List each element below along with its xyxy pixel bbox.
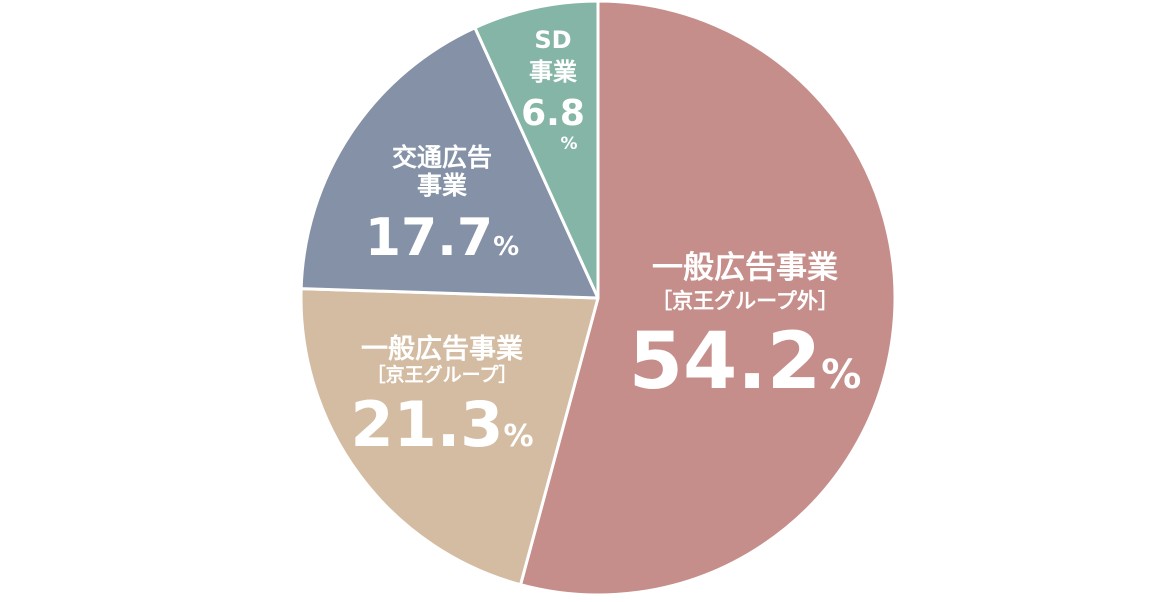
slice-label-1-line-1: ［京王グループ］ (367, 363, 518, 386)
pie-slices (299, 0, 897, 597)
slice-unit-0: % (821, 352, 861, 398)
pie-labels: 一般広告事業［京王グループ外］54.2%一般広告事業［京王グループ］21.3%交… (350, 26, 861, 461)
slice-label-1-line-0: 一般広告事業 (361, 333, 523, 365)
slice-label-2-line-1: 事業 (417, 171, 467, 200)
pie-slice-2 (299, 26, 600, 300)
slice-label-0-line-1: ［京王グループ外］ (651, 289, 839, 313)
pie-slice-0 (519, 0, 897, 597)
slice-label-2-line-0: 交通広告 (392, 143, 492, 172)
slice-value-0: 54.2% (629, 317, 862, 407)
slice-label-3-line-0: SD (534, 26, 571, 54)
slice-value-number-0: 54.2 (629, 317, 821, 407)
slice-label-3-line-1: 事業 (529, 58, 577, 86)
pie-slice-1 (299, 287, 600, 587)
slice-value-3: 6.8 (521, 93, 585, 134)
slice-value-2: 17.7% (365, 208, 519, 268)
slice-unit-1: % (503, 419, 533, 454)
slice-value-number-2: 17.7 (365, 208, 493, 268)
slice-unit-2: % (493, 232, 519, 262)
slice-value-number-1: 21.3 (350, 388, 503, 461)
slice-unit-3: % (560, 134, 577, 154)
slice-value-1: 21.3% (350, 388, 533, 461)
pie-slice-3 (473, 0, 600, 300)
slice-label-0-line-0: 一般広告事業 (652, 250, 838, 286)
